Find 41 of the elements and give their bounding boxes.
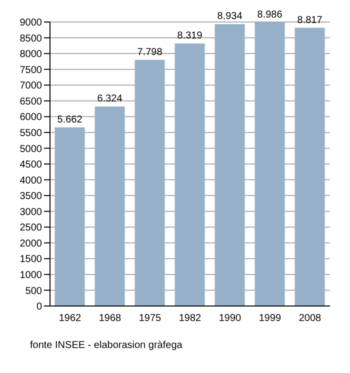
bar [54,127,85,306]
data-label: 8.817 [297,14,323,26]
x-tick-label: 1990 [218,313,242,324]
y-tick-label: 5500 [20,128,42,139]
bar [94,106,125,306]
data-label: 8.986 [257,9,283,20]
bar [174,43,205,306]
bar [254,22,285,306]
y-tick-label: 2000 [20,238,42,250]
x-tick-label: 1962 [58,313,82,324]
y-tick-label: 5000 [20,144,42,155]
y-tick-label: 0 [36,302,42,313]
y-tick-label: 7500 [20,64,42,76]
data-label: 7.798 [137,46,163,58]
bar [134,60,165,306]
y-tick-label: 3000 [20,206,42,218]
y-tick-label: 4500 [20,160,42,171]
source-note: fonte INSEE - elaborasion gràfega [30,340,184,351]
y-tick-label: 1000 [20,270,42,281]
y-tick-label: 2500 [20,222,42,234]
x-tick-label: 1982 [178,313,202,324]
y-tick-label: 500 [25,286,42,297]
x-tick-label: 2008 [298,313,322,324]
y-tick-label: 4000 [20,175,42,186]
y-tick-label: 9000 [20,18,42,29]
y-tick-label: 8500 [20,33,42,44]
bar [214,24,245,306]
y-tick-label: 6000 [20,112,42,124]
data-label: 6.324 [97,93,123,104]
data-label: 5.662 [57,114,83,126]
y-tick-label: 6500 [20,96,42,108]
x-tick-label: 1968 [98,313,122,324]
y-tick-label: 8000 [20,49,42,60]
y-tick-label: 1500 [20,254,42,266]
x-tick-label: 1999 [258,313,282,324]
data-label: 8.934 [217,11,243,22]
x-tick-label: 1975 [138,313,162,324]
data-label: 8.319 [177,30,203,42]
y-tick-label: 3500 [20,191,42,202]
bar [294,28,325,306]
y-tick-label: 7000 [20,80,42,92]
